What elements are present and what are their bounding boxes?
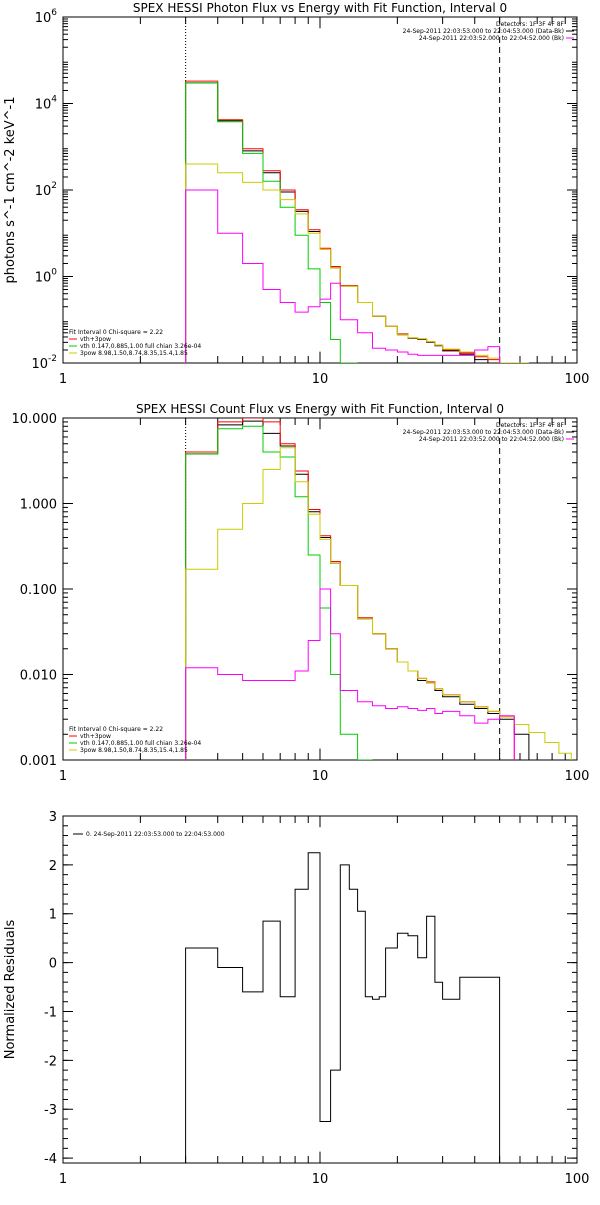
series-4-line — [185, 447, 572, 760]
series-4-line — [185, 163, 529, 363]
y-tick-label: 0.010 — [20, 669, 57, 684]
series-3-line — [185, 425, 373, 760]
y-tick-label: 0.001 — [20, 754, 57, 769]
chart-1: SPEX HESSI Photon Flux vs Energy with Fi… — [3, 1, 589, 387]
fit-legend-entry: 3pow 8.98,1.50,8.74,8.35,15.4,1.85 — [80, 350, 188, 357]
y-tick-label: -1 — [44, 1005, 57, 1020]
fit-legend-header: Fit Interval 0 Chi-square = 2.22 — [69, 726, 163, 733]
fit-legend-entry: vth 0.147,0.885,1.00 full chian 3.26e-04 — [80, 740, 201, 747]
x-tick-label: 10 — [312, 769, 329, 784]
x-tick-label: 10 — [312, 372, 329, 387]
x-tick-label: 1 — [59, 372, 67, 387]
series-3-line — [185, 82, 358, 363]
fit-legend-entry: vth 0.147,0.885,1.00 full chian 3.26e-04 — [80, 343, 201, 350]
series-group — [185, 418, 572, 760]
x-tick-label: 10 — [312, 1172, 329, 1187]
fit-legend-header: Fit Interval 0 Chi-square = 2.22 — [69, 329, 163, 336]
y-axis-label: photons s^-1 cm^-2 keV^-1 — [3, 96, 18, 283]
y-tick-label: 106 — [35, 8, 58, 26]
y-tick-label: 100 — [35, 268, 58, 286]
y-tick-label: 0 — [49, 957, 57, 972]
series-1-line — [185, 852, 501, 1163]
chart-title: SPEX HESSI Count Flux vs Energy with Fit… — [136, 402, 504, 416]
chart-3: 1 10 100 -4 -3 -2 -1 0 1 2 3 Normalized Residuals 0.… — [3, 810, 589, 1187]
x-tick-label: 100 — [565, 769, 590, 784]
y-tick-label: 104 — [35, 95, 58, 113]
series-5-line — [185, 189, 501, 363]
x-tick-label: 100 — [565, 1172, 590, 1187]
series-5-line — [185, 588, 515, 760]
legend-header: Detectors: 1F 3F 4F 8F — [496, 422, 565, 429]
legend-entry: 24-Sep-2011 22:03:52.000 to 22:04:52.000… — [419, 436, 564, 443]
y-axis-label: Normalized Residuals — [3, 920, 18, 1060]
series-2-line — [185, 418, 515, 760]
x-tick-label: 1 — [59, 769, 67, 784]
fit-legend-entry: vth+3pow — [80, 336, 111, 343]
series-2-line — [185, 80, 501, 363]
legend-entry: 24-Sep-2011 22:03:53.000 to 22:04:53.000… — [403, 28, 564, 35]
series-1-line — [185, 82, 500, 363]
y-tick-label: 10.000 — [12, 412, 58, 427]
y-tick-label: 3 — [49, 810, 57, 825]
y-tick-label: -2 — [44, 1054, 57, 1069]
chart-title: SPEX HESSI Photon Flux vs Energy with Fi… — [133, 1, 507, 15]
legend-header: Detectors: 1F 3F 4F 8F — [496, 21, 565, 28]
y-tick-label: 1 — [49, 908, 57, 923]
y-tick-label: 10-2 — [31, 354, 57, 372]
legend-entry: 24-Sep-2011 22:03:52.000 to 22:04:52.000… — [419, 35, 564, 42]
x-tick-label: 1 — [59, 1172, 67, 1187]
legend-entry: 0. 24-Sep-2011 22:03:53.000 to 22:04:53.… — [86, 831, 225, 838]
chart-2: SPEX HESSI Count Flux vs Energy with Fit… — [12, 402, 590, 784]
fit-legend-entry: 3pow 8.98,1.50,8.74,8.35,15.4,1.85 — [80, 747, 188, 754]
y-tick-label: -3 — [44, 1103, 57, 1118]
y-tick-label: -4 — [44, 1152, 57, 1167]
y-tick-label: 1.000 — [20, 498, 57, 513]
series-group — [185, 80, 529, 363]
series-group — [185, 852, 501, 1163]
x-tick-label: 100 — [565, 372, 590, 387]
y-tick-label: 102 — [35, 181, 57, 199]
y-tick-label: 0.100 — [20, 583, 57, 598]
legend-entry: 24-Sep-2011 22:03:53.000 to 22:04:53.000… — [403, 429, 564, 436]
fit-legend-entry: vth+3pow — [80, 733, 111, 740]
y-tick-label: 2 — [49, 859, 57, 874]
